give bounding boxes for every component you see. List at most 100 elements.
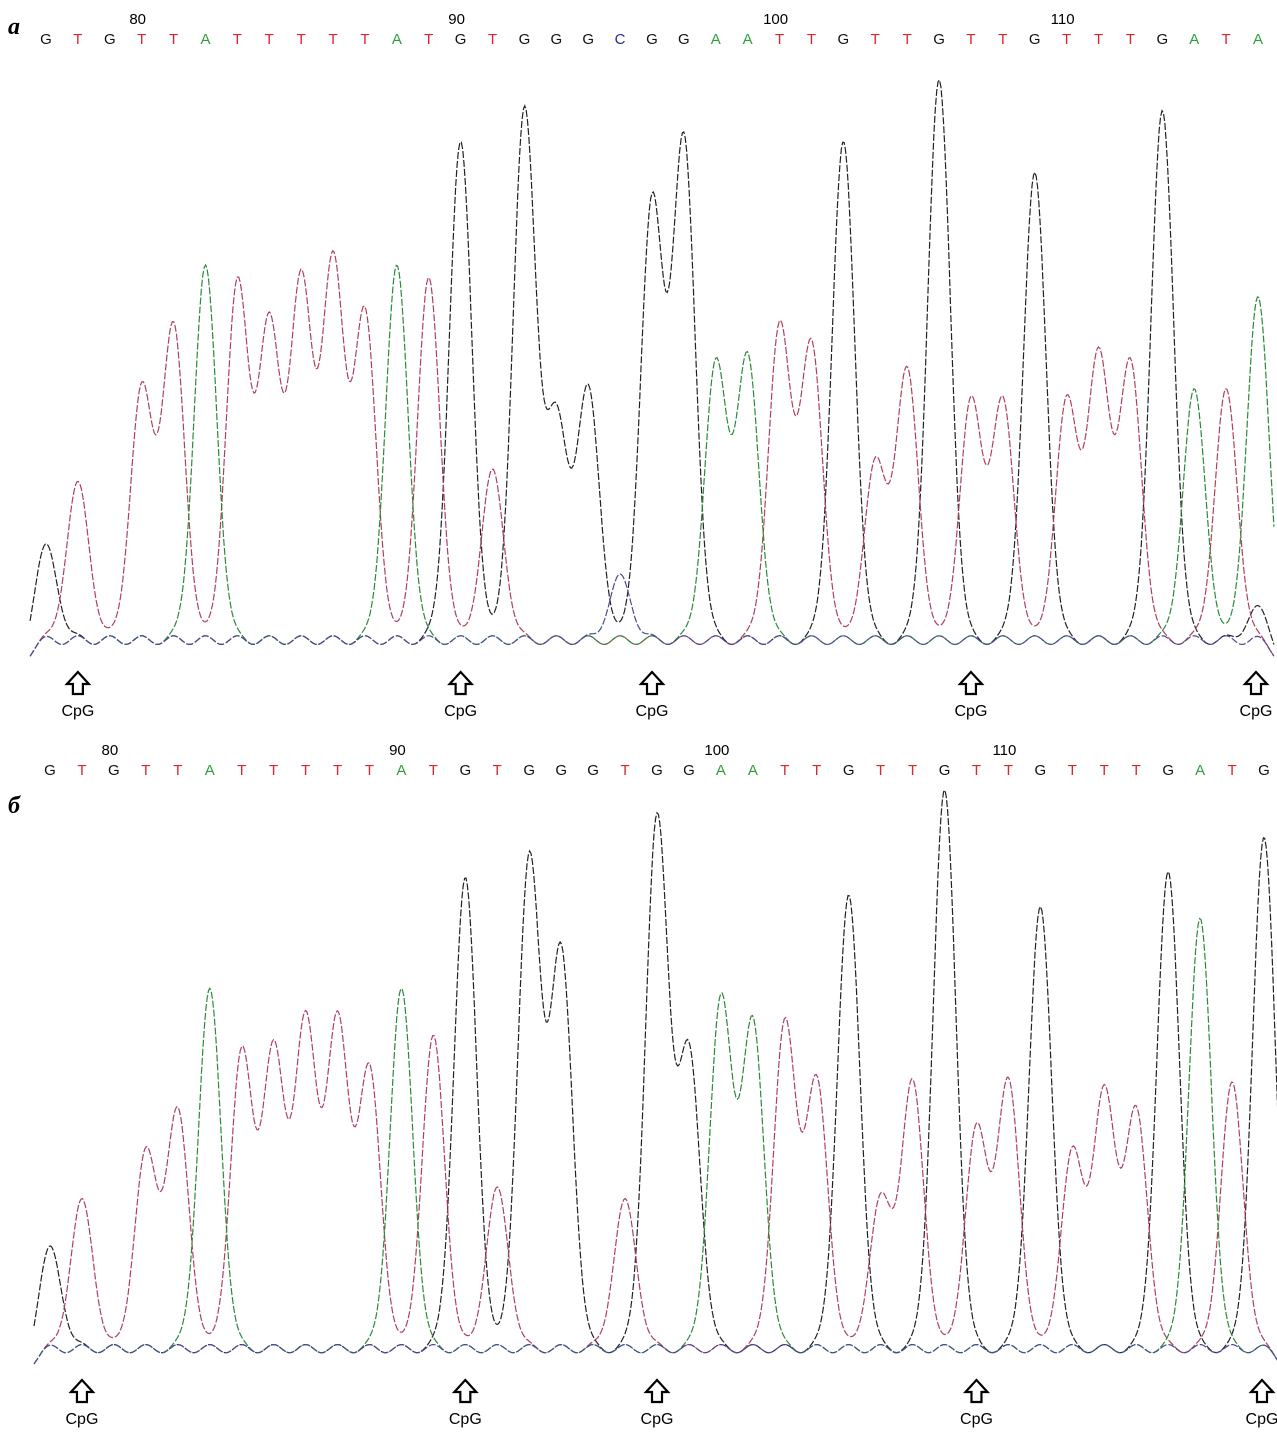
panel-label: a: [8, 14, 20, 40]
hollow-up-arrow-icon: [447, 670, 475, 696]
panel-label: б: [8, 793, 20, 819]
base-call: A: [1195, 762, 1205, 779]
base-call: T: [333, 762, 342, 779]
position-number: 100: [704, 742, 729, 759]
base-call: G: [44, 762, 56, 779]
base-call: T: [1222, 31, 1231, 48]
base-call: T: [301, 762, 310, 779]
trace-A: [33, 917, 1277, 1365]
trace-C: [33, 1343, 1277, 1365]
base-call: T: [871, 31, 880, 48]
base-call: T: [169, 31, 178, 48]
base-call: G: [843, 762, 855, 779]
position-number: 90: [389, 742, 406, 759]
base-call: A: [392, 31, 402, 48]
cpg-label: CpG: [65, 1411, 98, 1428]
base-call: T: [998, 31, 1007, 48]
cpg-label: CpG: [960, 1411, 993, 1428]
base-call: T: [73, 31, 82, 48]
base-call: T: [972, 762, 981, 779]
trace-T: [29, 249, 1275, 657]
base-call: A: [200, 31, 210, 48]
base-call: G: [1035, 762, 1047, 779]
base-call: G: [550, 31, 562, 48]
base-call: G: [678, 31, 690, 48]
base-call: T: [137, 31, 146, 48]
hollow-up-arrow-icon: [1242, 670, 1270, 696]
cpg-label: CpG: [954, 703, 987, 720]
base-call: T: [265, 31, 274, 48]
base-call: T: [812, 762, 821, 779]
base-call: T: [493, 762, 502, 779]
base-call: T: [876, 762, 885, 779]
base-call: A: [743, 31, 753, 48]
hollow-up-arrow-icon: [643, 1378, 671, 1404]
base-call: G: [683, 762, 695, 779]
chromatogram-a: 80 90 100 110 G T G T T A T T T T T A T G T G G G C G G A A T T G T T G T…: [29, 11, 1275, 720]
base-call: G: [455, 31, 467, 48]
base-call: G: [646, 31, 658, 48]
cpg-label: CpG: [444, 703, 477, 720]
base-call: A: [205, 762, 215, 779]
base-call: T: [360, 31, 369, 48]
position-number: 80: [102, 742, 119, 759]
base-call: T: [1062, 31, 1071, 48]
panel-b: б 80 90 100 110 G T G T T A T T T T T A T G T G G G T G G A A T T G T T…: [0, 735, 1277, 1447]
position-number: 100: [763, 11, 788, 28]
base-call: T: [903, 31, 912, 48]
base-call: T: [780, 762, 789, 779]
base-call: T: [966, 31, 975, 48]
base-call: A: [1253, 31, 1263, 48]
base-call: G: [40, 31, 52, 48]
base-call: T: [365, 762, 374, 779]
base-call: A: [396, 762, 406, 779]
trace-G: [29, 78, 1275, 646]
base-call: A: [711, 31, 721, 48]
base-call: G: [587, 762, 599, 779]
base-call: T: [1100, 762, 1109, 779]
base-call: G: [459, 762, 471, 779]
base-call: T: [488, 31, 497, 48]
trace-G: [33, 788, 1277, 1354]
trace-C: [29, 573, 1275, 657]
hollow-up-arrow-icon: [64, 670, 92, 696]
hollow-up-arrow-icon: [451, 1378, 479, 1404]
base-call: A: [716, 762, 726, 779]
base-call: T: [269, 762, 278, 779]
base-call: C: [615, 31, 626, 48]
base-call: T: [1004, 762, 1013, 779]
position-number: 90: [448, 11, 465, 28]
base-call: T: [233, 31, 242, 48]
base-call: T: [328, 31, 337, 48]
base-call: T: [141, 762, 150, 779]
base-call: G: [582, 31, 594, 48]
hollow-up-arrow-icon: [1248, 1378, 1276, 1404]
base-call: T: [424, 31, 433, 48]
chromatogram-b: 80 90 100 110 G T G T T A T T T T T A T G T G G G T G G A A T T G T T G T…: [33, 742, 1277, 1428]
base-call: A: [1189, 31, 1199, 48]
base-call: T: [1068, 762, 1077, 779]
hollow-up-arrow-icon: [68, 1378, 96, 1404]
base-call: T: [429, 762, 438, 779]
base-call: T: [807, 31, 816, 48]
base-call: G: [1258, 762, 1270, 779]
base-call: T: [297, 31, 306, 48]
position-number: 80: [129, 11, 146, 28]
base-call: G: [1162, 762, 1174, 779]
cpg-label: CpG: [449, 1411, 482, 1428]
base-call: G: [523, 762, 535, 779]
base-call: T: [775, 31, 784, 48]
trace-T: [33, 1009, 1277, 1365]
panel-a: a 80 90 100 110 G T G T T A T T T T T A T G T G G G C G G A A T T G T T…: [8, 11, 1275, 720]
base-call: G: [838, 31, 850, 48]
cpg-label: CpG: [636, 703, 669, 720]
base-call: T: [173, 762, 182, 779]
base-call: G: [104, 31, 116, 48]
hollow-up-arrow-icon: [957, 670, 985, 696]
base-call: G: [933, 31, 945, 48]
base-call: T: [620, 762, 629, 779]
base-call: T: [1132, 762, 1141, 779]
hollow-up-arrow-icon: [962, 1378, 990, 1404]
base-call: T: [908, 762, 917, 779]
base-call: A: [748, 762, 758, 779]
